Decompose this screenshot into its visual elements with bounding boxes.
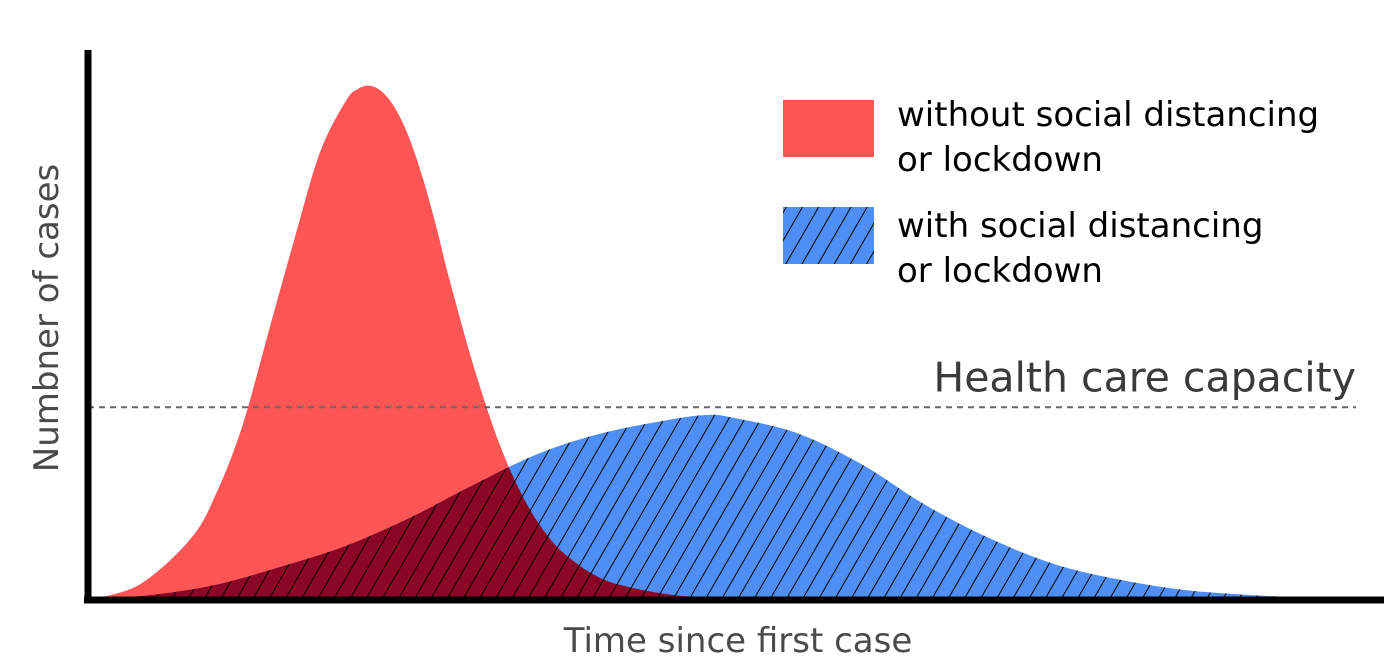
series-area-without-distancing bbox=[88, 85, 810, 601]
y-axis-label: Numbner of cases bbox=[27, 164, 67, 472]
x-axis-label: Time since first case bbox=[563, 621, 913, 661]
legend-label-with-line1: with social distancing bbox=[897, 206, 1263, 246]
legend-swatch-without bbox=[783, 100, 874, 157]
legend-label-with-line2: or lockdown bbox=[897, 251, 1103, 291]
legend-swatch-with bbox=[783, 207, 874, 264]
legend-label-without-line2: or lockdown bbox=[897, 140, 1103, 180]
legend: without social distancing or lockdown wi… bbox=[783, 95, 1319, 291]
capacity-label: Health care capacity bbox=[933, 353, 1356, 401]
series-layer bbox=[88, 85, 1376, 601]
legend-label-without-line1: without social distancing bbox=[897, 95, 1319, 135]
